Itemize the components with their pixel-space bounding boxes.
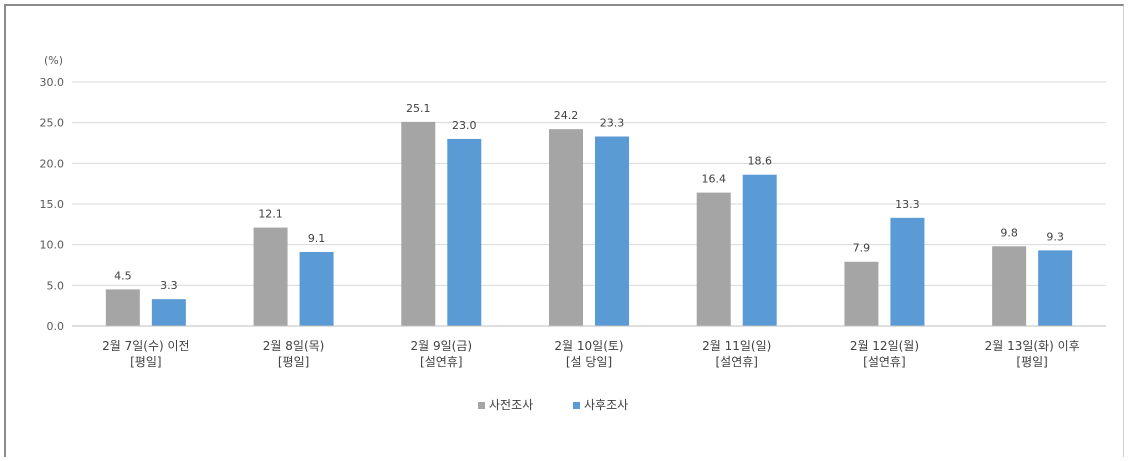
x-category-label: 2월 10일(토): [554, 339, 623, 353]
x-category-label: [평일]: [130, 355, 161, 369]
bar-series-2: [742, 174, 777, 326]
x-axis-categories: 2월 7일(수) 이전 [평일] 2월 8일(목) [평일] 2월 9일(금) [설연휴]…: [102, 339, 1080, 369]
x-category-label: 2월 11일(일): [702, 339, 771, 353]
bar-series-1: [844, 261, 879, 326]
data-label: 7.9: [853, 242, 871, 255]
y-tick-label: 5.0: [47, 279, 65, 292]
data-label: 25.1: [406, 102, 431, 115]
data-label: 13.3: [895, 198, 920, 211]
bar-series-2: [151, 299, 186, 326]
legend-swatch: [573, 402, 580, 409]
bar-series-2: [1038, 250, 1073, 326]
x-category-label: 2월 8일(목): [263, 339, 325, 353]
data-labels: 4.5 3.3 12.1 9.1 25.1 23.0 24.2 23.3 16.4 18.6 7.9…: [114, 102, 1064, 292]
data-label: 9.8: [1000, 226, 1018, 239]
x-category-label: [평일]: [278, 355, 309, 369]
legend-swatch: [478, 402, 485, 409]
data-label: 16.4: [701, 173, 726, 186]
bar-series-1: [992, 246, 1027, 326]
data-label: 18.6: [747, 155, 772, 168]
x-category-label: [설연휴]: [863, 355, 905, 369]
x-category-label: [설 당일]: [566, 355, 612, 369]
bar-series-2: [595, 136, 629, 326]
grid-lines: [72, 81, 1106, 286]
x-category-label: [설연휴]: [420, 355, 462, 369]
bar-series-1: [401, 121, 436, 326]
bar-series-1: [253, 227, 288, 326]
x-category-label: 2월 9일(금): [410, 339, 472, 353]
x-category-label: 2월 12일(월): [850, 339, 919, 353]
y-axis-ticks: 0.0 5.0 10.0 15.0 20.0 25.0 30.0: [40, 76, 65, 333]
bar-series-2: [447, 138, 482, 326]
bar-series-2: [299, 251, 334, 326]
y-tick-label: 10.0: [40, 239, 65, 252]
data-label: 9.1: [308, 232, 326, 245]
legend-label: 사전조사: [489, 398, 533, 412]
y-tick-label: 15.0: [40, 198, 65, 211]
data-label: 24.2: [554, 109, 579, 122]
x-category-label: [설연휴]: [715, 355, 757, 369]
x-category-label: [평일]: [1016, 355, 1047, 369]
data-label: 9.3: [1046, 230, 1064, 243]
y-tick-label: 0.0: [47, 320, 65, 333]
bar-series-1: [696, 192, 731, 326]
x-category-label: 2월 13일(화) 이후: [985, 339, 1080, 353]
legend-label: 사후조사: [584, 398, 628, 412]
chart-frame: [4, 4, 1124, 457]
legend: 사전조사 사후조사: [478, 398, 628, 412]
y-tick-label: 25.0: [40, 117, 65, 130]
y-unit-label: (%): [44, 54, 63, 67]
data-label: 12.1: [258, 208, 283, 221]
data-label: 23.0: [452, 119, 477, 132]
data-label: 23.3: [600, 116, 625, 129]
y-tick-label: 30.0: [40, 76, 65, 89]
bar-series-1: [549, 129, 583, 326]
x-category-label: 2월 7일(수) 이전: [102, 339, 189, 353]
bar-series-2: [890, 217, 925, 326]
y-tick-label: 20.0: [40, 157, 65, 170]
bar-series-1: [105, 289, 140, 326]
data-label: 4.5: [114, 269, 132, 282]
bars: [105, 121, 1073, 326]
data-label: 3.3: [160, 279, 178, 292]
